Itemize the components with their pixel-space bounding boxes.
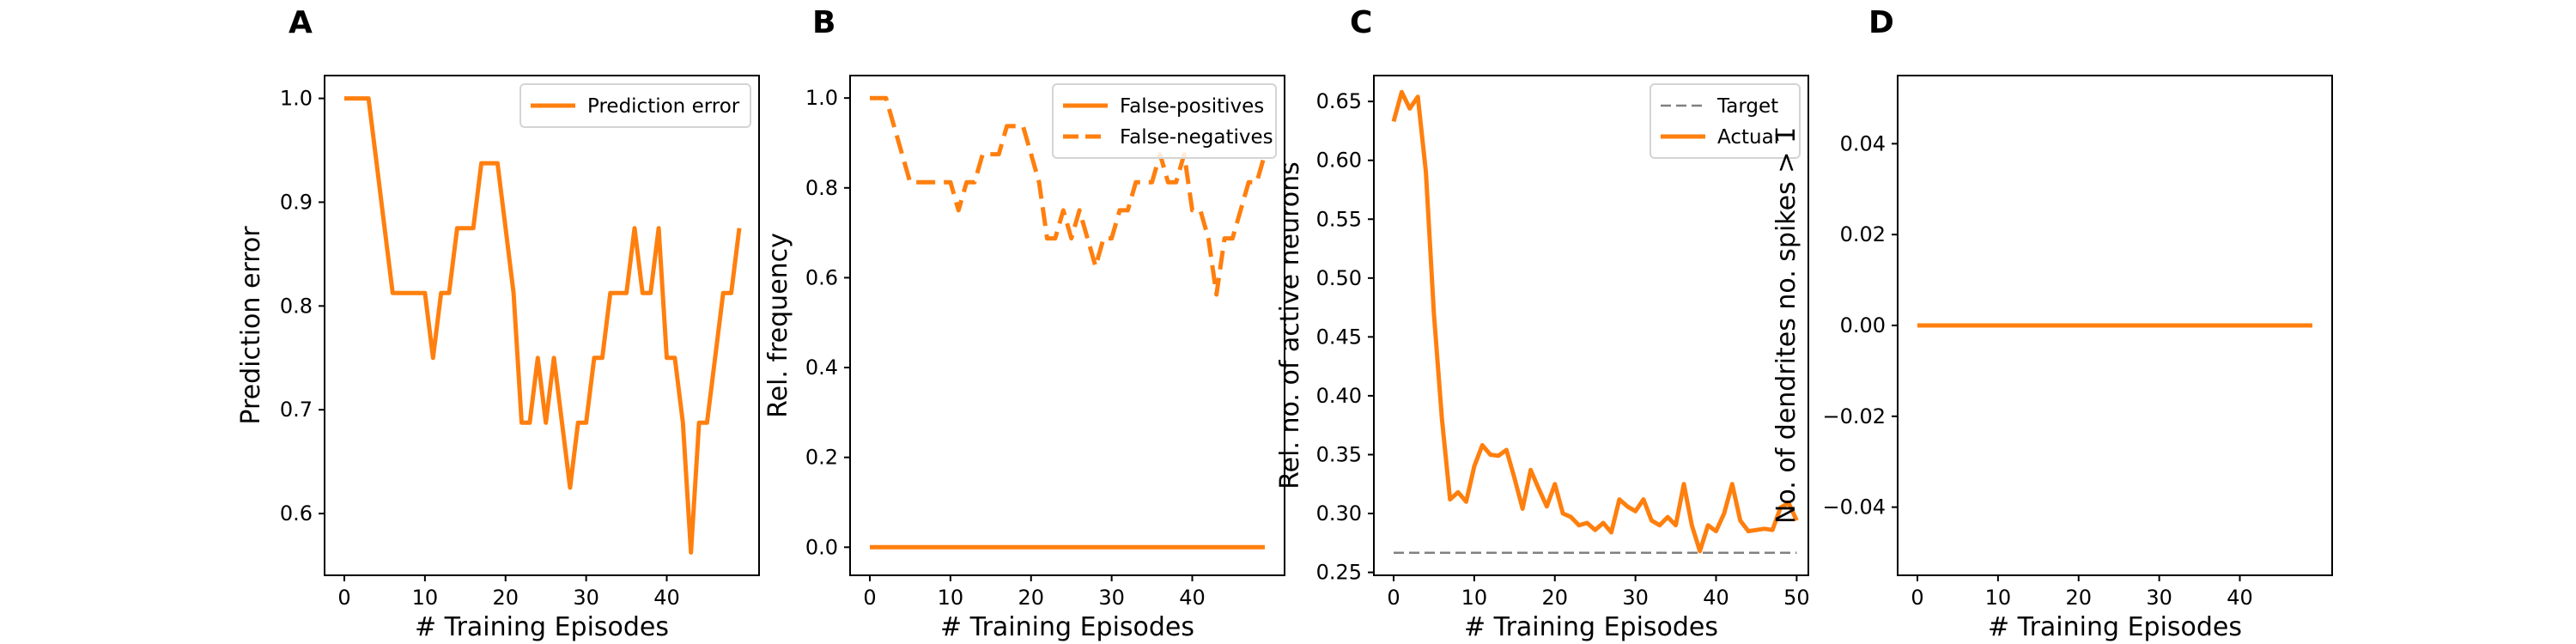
x-tick-label: 10 [1985,586,2012,610]
y-tick-label: 0.8 [280,294,313,318]
series-line-false-negatives [870,95,1267,297]
plot-frame [1373,75,1809,576]
y-tick-label: 0.65 [1316,89,1362,113]
x-tick-label: 30 [1098,586,1125,610]
x-tick-label: 20 [1018,586,1044,610]
x-tick-label: 50 [1783,586,1810,610]
y-tick-label: 0.6 [805,265,838,289]
panel-b: B 0 10 20 30 40 0.0 0.2 0.4 0.6 0.8 1.0 # Training E… [763,5,1285,642]
legend-label: Prediction error [587,95,740,118]
legend: Prediction error [519,83,751,128]
y-tick-label: 0.60 [1316,149,1362,173]
y-axis-label: No. of dendrites no. spikes > 1 [1771,127,1801,524]
y-tick-label: 0.0 [805,535,838,559]
x-tick-label: 0 [337,586,350,610]
x-tick-label: 0 [1387,586,1400,610]
y-axis-label: Rel. frequency [763,233,793,418]
y-tick-label: 0.45 [1316,325,1362,349]
y-tick-label: 0.4 [805,355,838,380]
plot-frame [849,75,1285,576]
x-axis-label: # Training Episodes [1464,612,1718,642]
x-tick-label: 20 [2065,586,2092,610]
y-tick-label: 1.0 [805,86,838,110]
x-tick-label: 20 [492,586,519,610]
x-tick-label: 30 [573,586,599,610]
y-axis-label: Prediction error [236,226,266,425]
x-axis-label: # Training Episodes [415,612,669,642]
x-tick-label: 10 [938,586,964,610]
x-tick-label: 20 [1541,586,1568,610]
x-tick-label: 40 [2227,586,2253,610]
x-tick-label: 10 [412,586,439,610]
legend-label: Target [1716,95,1778,118]
panel-c: C 0 10 20 30 40 50 0.25 0.30 0.35 0.40 0.45 0.50 0.55… [1275,5,1810,642]
y-tick-label: 0.40 [1316,384,1362,408]
y-tick-label: −0.02 [1822,404,1886,428]
legend-box [519,83,751,128]
x-tick-label: 0 [1911,586,1923,610]
panel-d: D 0 10 20 30 40 −0.04 −0.02 0.00 0.02 0.04 # Traini… [1771,5,2333,642]
y-tick-label: 0.9 [280,190,313,214]
x-tick-label: 40 [1179,586,1206,610]
y-tick-label: 0.25 [1316,561,1362,585]
panel-letter: C [1350,5,1372,40]
legend-label: False-positives [1120,95,1264,118]
legend-box [1649,83,1801,159]
legend: False-positives False-negatives [1052,83,1277,159]
y-tick-label: 0.30 [1316,501,1362,526]
y-tick-label: 0.55 [1316,207,1362,231]
plot-frame [324,75,760,576]
series-line-actual [1391,89,1799,554]
y-tick-label: −0.04 [1822,495,1886,519]
panel-a: A 0 10 20 30 40 0.6 0.7 0.8 0.9 1.0 # Training Epis… [236,5,760,642]
y-tick-label: 1.0 [280,87,313,111]
y-tick-label: 0.8 [805,176,838,200]
y-tick-label: 0.2 [805,446,838,470]
legend-label: Actual [1717,126,1779,149]
x-axis-label: # Training Episodes [940,612,1194,642]
x-tick-label: 30 [2146,586,2172,610]
x-tick-label: 40 [1703,586,1729,610]
panel-letter: B [812,5,835,40]
y-tick-label: 0.02 [1840,222,1886,246]
y-tick-label: 0.04 [1840,131,1886,155]
legend-label: False-negatives [1120,126,1273,149]
y-tick-label: 0.6 [280,501,313,526]
panel-letter: A [289,5,313,40]
legend-box [1052,83,1277,159]
y-tick-label: 0.50 [1316,266,1362,290]
legend: Target Actual [1649,83,1801,159]
y-tick-label: 0.35 [1316,442,1362,466]
panel-letter: D [1868,5,1894,40]
y-tick-label: 0.7 [280,398,313,422]
x-tick-label: 40 [653,586,680,610]
x-tick-label: 30 [1622,586,1649,610]
series-line-prediction-error [344,96,742,555]
y-axis-label: Rel. no. of active neurons [1275,161,1305,489]
x-tick-label: 10 [1461,586,1488,610]
x-tick-label: 0 [863,586,876,610]
x-axis-label: # Training Episodes [1988,612,2242,642]
y-tick-label: 0.00 [1840,313,1886,337]
